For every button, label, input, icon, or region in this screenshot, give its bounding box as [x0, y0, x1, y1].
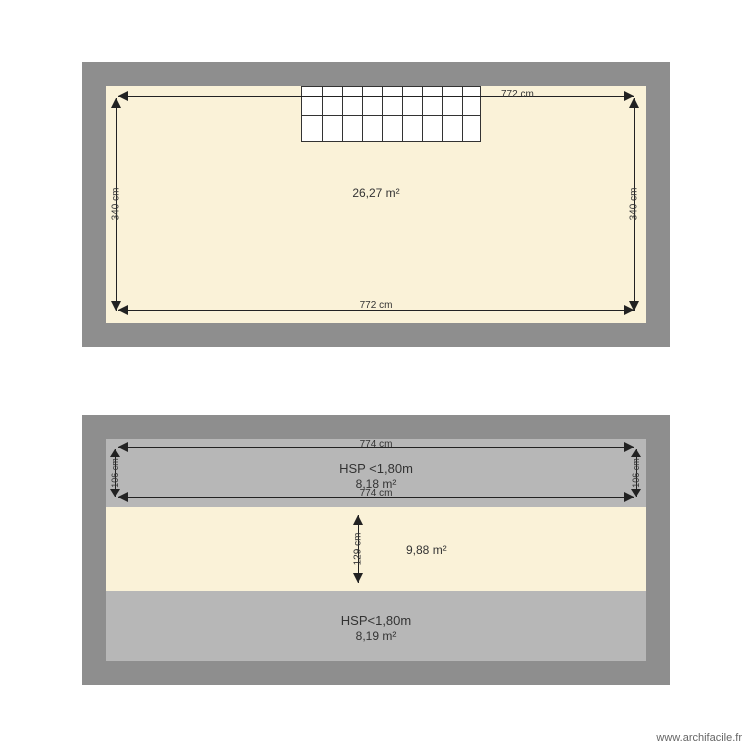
zone-top-width-bot: 774 cm: [360, 488, 393, 499]
dim-top: [118, 96, 634, 97]
watermark: www.archifacile.fr: [656, 732, 742, 744]
zone-mid-area: 9,88 m²: [406, 543, 447, 557]
dim-right-text: 340 cm: [629, 188, 640, 221]
zone-bot-title: HSP<1,80m: [341, 613, 411, 628]
zone-middle: 129 cm 9,88 m²: [106, 507, 646, 591]
plan-2: 774 cm HSP <1,80m 8,18 m² 774 cm 106 cm …: [82, 415, 670, 685]
zone-top: 774 cm HSP <1,80m 8,18 m² 774 cm 106 cm …: [106, 439, 646, 507]
plan-1-room: 26,27 m² 772 cm 772 cm 340 cm 340 cm: [106, 86, 646, 323]
zone-top-title: HSP <1,80m: [339, 461, 413, 476]
plan-1: 26,27 m² 772 cm 772 cm 340 cm 340 cm: [82, 62, 670, 347]
stairs: [301, 86, 481, 142]
zone-mid-height: 129 cm: [353, 533, 364, 566]
plan-2-interior: 774 cm HSP <1,80m 8,18 m² 774 cm 106 cm …: [106, 439, 646, 661]
zone-top-left-h: 106 cm: [110, 458, 120, 488]
plan-1-area: 26,27 m²: [352, 186, 399, 200]
zone-top-right-h: 106 cm: [631, 458, 641, 488]
zone-top-width-top: 774 cm: [360, 439, 393, 450]
zone-bottom: HSP<1,80m 8,19 m²: [106, 591, 646, 661]
dim-left-text: 340 cm: [111, 188, 122, 221]
dim-top-text: 772 cm: [501, 89, 534, 100]
dim-bottom-text: 772 cm: [360, 300, 393, 311]
zone-bot-area: 8,19 m²: [356, 629, 397, 643]
